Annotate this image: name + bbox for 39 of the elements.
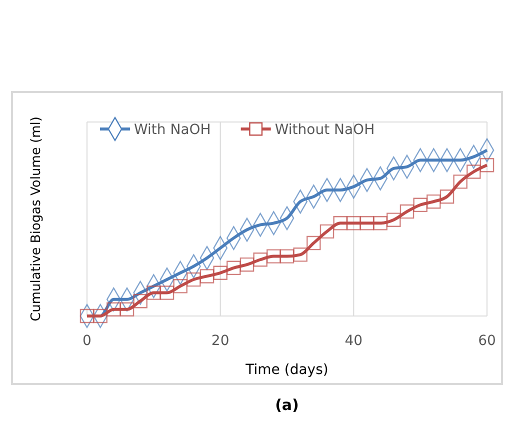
point [200,269,214,284]
point [320,224,334,239]
point [426,194,441,209]
point [386,212,401,227]
point [373,216,388,230]
point [466,164,481,179]
point [160,286,174,300]
x-tick-label: 60 [478,332,496,349]
x-tick-label: 0 [82,332,92,349]
point [253,252,268,267]
point [360,216,374,230]
point [440,189,454,204]
point [173,279,188,294]
point [293,248,308,262]
point [480,158,494,172]
point [346,216,361,230]
point [120,302,134,316]
point [400,204,414,219]
point [240,257,254,272]
point [106,302,121,316]
point [306,236,321,250]
point [280,249,294,264]
point [133,294,148,308]
y-axis-title: Cumulative Biogas Volume (ml) [29,116,44,322]
x-tick-label: 20 [211,332,230,349]
point [93,308,108,324]
point [186,272,201,287]
point [80,308,94,324]
point [226,260,241,276]
point [333,216,348,230]
x-axis-title: Time (days) [244,362,328,378]
point [453,174,468,189]
point [213,266,228,280]
point [413,198,428,212]
text: (a) [275,396,299,414]
legend-label: Without NaOH [274,122,375,138]
x-tick-label: 40 [344,332,363,349]
legend-label: With NaOH [134,122,211,138]
point [266,249,281,264]
